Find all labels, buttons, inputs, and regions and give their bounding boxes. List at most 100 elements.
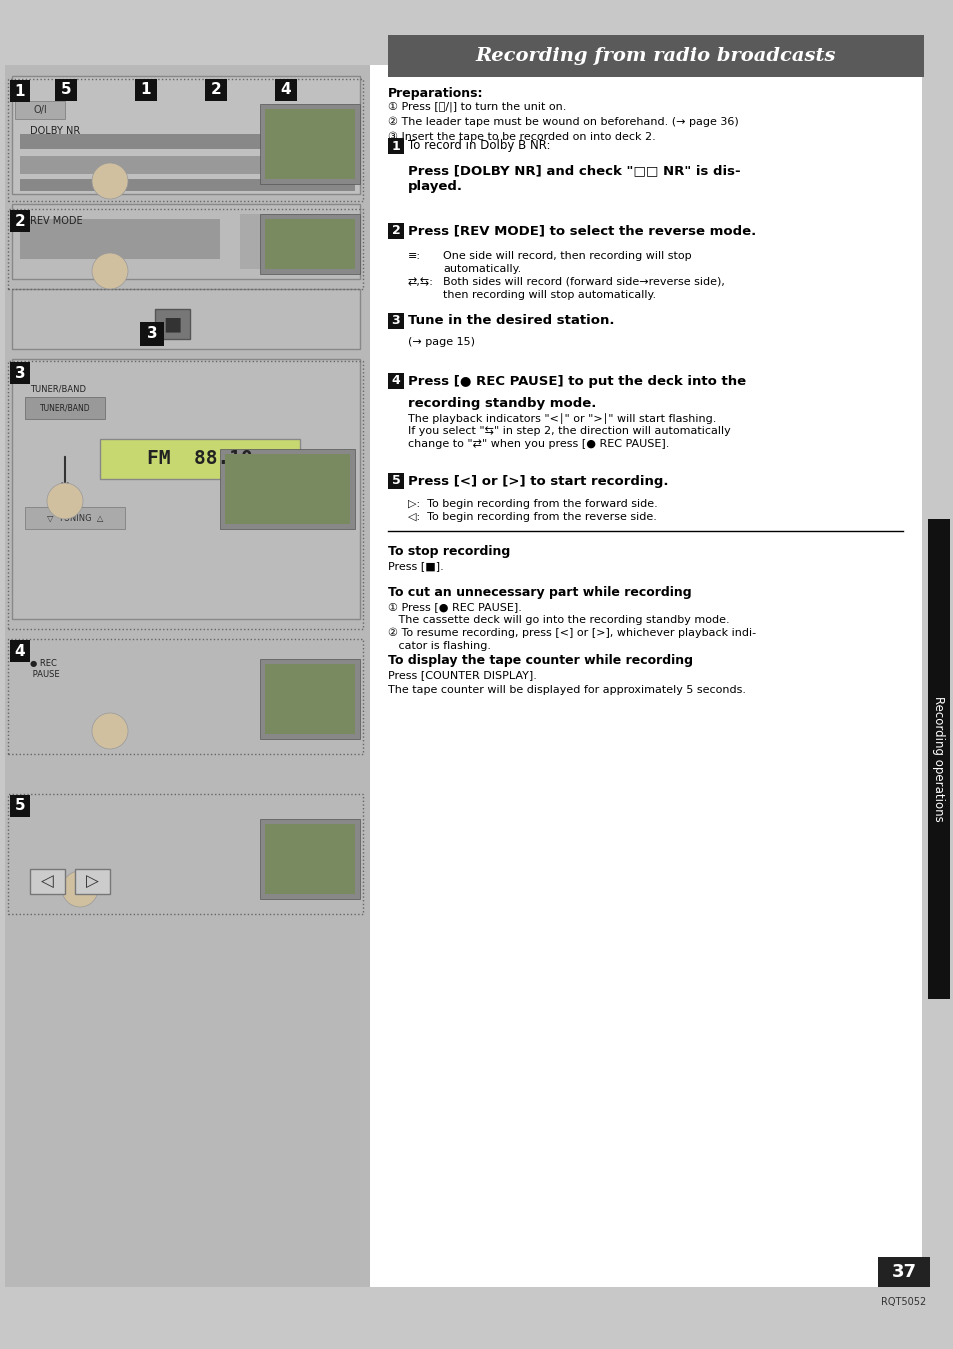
Text: 5: 5 (14, 799, 26, 813)
Bar (15, 101, 65, 119)
Bar (100, 438, 299, 479)
Text: 5: 5 (392, 475, 400, 487)
Bar (75, 869, 110, 894)
Bar (10, 639, 30, 662)
Text: ▷:  To begin recording from the forward side.: ▷: To begin recording from the forward s… (408, 499, 657, 509)
Text: ■: ■ (163, 314, 181, 333)
Text: Press [COUNTER DISPLAY].: Press [COUNTER DISPLAY]. (388, 670, 537, 680)
Text: RQT5052: RQT5052 (881, 1296, 925, 1307)
Circle shape (91, 163, 128, 200)
Text: The cassette deck will go into the recording standby mode.: The cassette deck will go into the recor… (388, 615, 729, 625)
Text: 4: 4 (14, 643, 26, 658)
Text: FM  88.10: FM 88.10 (147, 449, 253, 468)
Text: 2: 2 (392, 224, 400, 237)
Bar (20, 156, 355, 174)
Bar (265, 664, 355, 734)
Bar (8, 639, 363, 754)
Bar (388, 223, 403, 239)
Text: 4: 4 (392, 375, 400, 387)
Text: ▽  TUNING  △: ▽ TUNING △ (47, 514, 103, 522)
Bar (260, 214, 359, 274)
Text: Press [REV MODE] to select the reverse mode.: Press [REV MODE] to select the reverse m… (408, 224, 756, 237)
Text: Tune in the desired station.: Tune in the desired station. (408, 314, 614, 328)
Bar (10, 362, 30, 384)
Text: played.: played. (408, 179, 462, 193)
Text: Press [<] or [>] to start recording.: Press [<] or [>] to start recording. (408, 475, 668, 487)
Bar (5, 65, 370, 1287)
Bar (220, 449, 355, 529)
Text: automatically.: automatically. (442, 264, 520, 274)
Circle shape (91, 714, 128, 749)
Text: ② To resume recording, press [<] or [>], whichever playback indi-: ② To resume recording, press [<] or [>],… (388, 629, 756, 638)
Text: 2: 2 (14, 213, 26, 228)
Text: The tape counter will be displayed for approximately 5 seconds.: The tape counter will be displayed for a… (388, 685, 745, 695)
Text: Recording from radio broadcasts: Recording from radio broadcasts (476, 47, 836, 65)
Bar (265, 219, 355, 268)
Bar (8, 362, 363, 629)
Text: If you select "⇆" in step 2, the direction will automatically: If you select "⇆" in step 2, the directi… (408, 426, 730, 436)
Text: To stop recording: To stop recording (388, 545, 510, 558)
Bar (8, 209, 363, 289)
Bar (260, 819, 359, 898)
Text: To cut an unnecessary part while recording: To cut an unnecessary part while recordi… (388, 585, 691, 599)
Text: REV MODE: REV MODE (30, 216, 83, 227)
Text: One side will record, then recording will stop: One side will record, then recording wil… (442, 251, 691, 260)
Bar (265, 109, 355, 179)
Text: 4: 4 (280, 82, 291, 97)
Bar (8, 80, 363, 201)
Bar (25, 397, 105, 420)
Text: 2: 2 (211, 82, 221, 97)
Text: ① Press [● REC PAUSE].: ① Press [● REC PAUSE]. (388, 602, 521, 612)
Text: ▷: ▷ (86, 873, 98, 890)
Text: ③ Insert the tape to be recorded on into deck 2.: ③ Insert the tape to be recorded on into… (388, 132, 655, 143)
Text: Press [DOLBY NR] and check "□□ NR" is dis-: Press [DOLBY NR] and check "□□ NR" is di… (408, 165, 740, 177)
Bar (12, 289, 359, 349)
Bar (388, 473, 403, 488)
Text: (→ page 15): (→ page 15) (408, 337, 475, 347)
Text: ◁: ◁ (41, 873, 53, 890)
Text: 3: 3 (392, 314, 400, 328)
Text: O/I: O/I (33, 105, 47, 115)
Circle shape (47, 483, 83, 519)
Text: The playback indicators "<∣" or ">∣" will start flashing.: The playback indicators "<∣" or ">∣" wil… (408, 413, 716, 424)
Bar (10, 80, 30, 103)
Text: Both sides will record (forward side→reverse side),: Both sides will record (forward side→rev… (442, 277, 724, 287)
Bar (25, 507, 125, 529)
Text: ① Press [⏻/|] to turn the unit on.: ① Press [⏻/|] to turn the unit on. (388, 103, 566, 112)
Bar (140, 322, 164, 345)
Text: 1: 1 (392, 139, 400, 152)
Bar (30, 869, 65, 894)
Bar (12, 204, 359, 279)
Bar (225, 455, 350, 523)
Text: recording standby mode.: recording standby mode. (408, 397, 596, 410)
Bar (388, 138, 403, 154)
Bar (12, 76, 359, 194)
Bar (260, 660, 359, 739)
Text: 37: 37 (890, 1263, 916, 1282)
Text: Recording operations: Recording operations (931, 696, 944, 822)
Text: ≡:: ≡: (408, 251, 420, 260)
Bar (20, 134, 355, 148)
Bar (240, 214, 350, 268)
Text: ● REC
 PAUSE: ● REC PAUSE (30, 660, 59, 679)
Text: ◁:  To begin recording from the reverse side.: ◁: To begin recording from the reverse s… (408, 513, 657, 522)
Bar (877, 1257, 929, 1287)
Bar (20, 219, 220, 259)
Bar (388, 374, 403, 389)
Bar (55, 80, 77, 101)
Text: 3: 3 (14, 366, 26, 380)
Bar (20, 179, 355, 192)
Bar (388, 35, 923, 77)
Text: change to "⇄" when you press [● REC PAUSE].: change to "⇄" when you press [● REC PAUS… (408, 438, 669, 449)
Text: TUNER/BAND: TUNER/BAND (40, 403, 91, 413)
Text: 5: 5 (61, 82, 71, 97)
Text: 1: 1 (141, 82, 152, 97)
Bar (388, 313, 403, 329)
Circle shape (91, 254, 128, 289)
Text: To display the tape counter while recording: To display the tape counter while record… (388, 654, 692, 666)
Bar (260, 104, 359, 183)
Bar (10, 210, 30, 232)
Text: then recording will stop automatically.: then recording will stop automatically. (442, 290, 656, 299)
Bar (154, 309, 190, 339)
Bar (274, 80, 296, 101)
